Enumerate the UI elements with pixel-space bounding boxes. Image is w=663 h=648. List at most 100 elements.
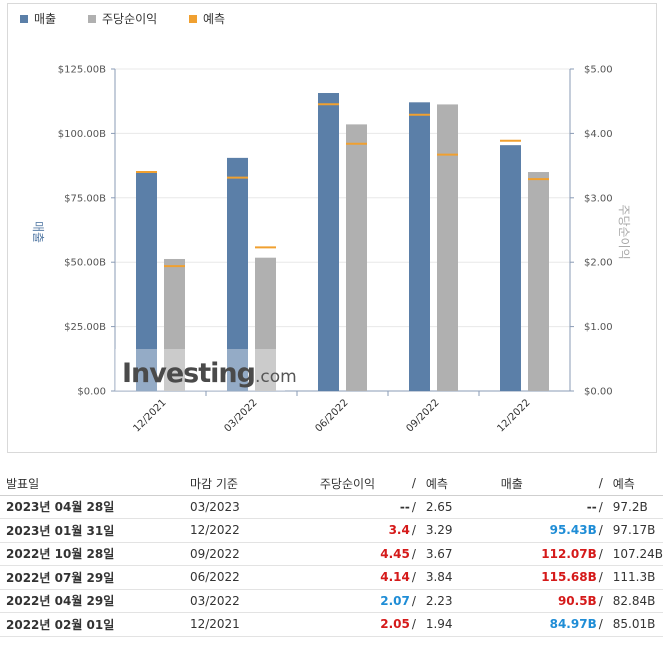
table-row: 2023년 01월 31일 12/2022 3.4/3.29 95.43B/97.17… — [0, 519, 663, 542]
eps-forecast: 3.67 — [425, 546, 453, 561]
revenue-forecast: 85.01B — [612, 617, 656, 632]
x-tick-label-06/2022: 06/2022 — [313, 397, 350, 434]
eps-forecast: 2.23 — [425, 593, 453, 608]
right-tick-label: $5.00 — [584, 65, 613, 76]
eps-actual: 4.14 — [380, 570, 410, 585]
eps-forecast: 3.29 — [425, 523, 453, 538]
x-tick-label-12/2021: 12/2021 — [131, 397, 168, 434]
separator: / — [411, 593, 416, 608]
legend-swatch-1 — [88, 15, 96, 23]
release-date: 2023년 04월 28일 — [6, 500, 115, 515]
watermark-backdrop — [115, 349, 285, 391]
revenue-bar-12/2022 — [500, 145, 521, 391]
eps-actual: 4.45 — [380, 546, 410, 561]
revenue-forecast: 97.17B — [612, 523, 656, 538]
left-tick-label: $0.00 — [77, 387, 106, 398]
header-slash: / — [598, 472, 611, 496]
table-header-row: 발표일 마감 기준 주당순이익 / 예측 매출 / 예측 — [0, 472, 663, 496]
watermark-text: Investing.com — [122, 358, 297, 389]
table-row: 2022년 02월 01일 12/2021 2.05/1.94 84.97B/85.0… — [0, 613, 663, 636]
separator: / — [598, 546, 603, 561]
period-end: 12/2021 — [189, 617, 240, 632]
eps-forecast: 3.84 — [425, 570, 453, 585]
legend-swatch-0 — [20, 15, 28, 23]
x-tick-label-09/2022: 09/2022 — [404, 397, 441, 434]
revenue-forecast: 82.84B — [612, 593, 656, 608]
separator: / — [598, 570, 603, 585]
revenue-actual: 115.68B — [541, 570, 597, 585]
revenue-bar-06/2022 — [318, 93, 339, 391]
eps-bar-12/2021 — [164, 258, 185, 391]
eps-bar-03/2022 — [255, 257, 276, 391]
release-date: 2022년 07월 29일 — [6, 570, 115, 585]
release-date: 2022년 02월 01일 — [6, 617, 115, 632]
earnings-table: 발표일 마감 기준 주당순이익 / 예측 매출 / 예측 2023년 04월 28… — [0, 472, 663, 637]
period-end: 12/2022 — [189, 523, 240, 538]
separator: / — [411, 546, 416, 561]
left-tick-label: $100.00B — [58, 129, 106, 140]
release-date: 2022년 10월 28일 — [6, 547, 115, 562]
period-end: 09/2022 — [189, 546, 240, 561]
right-tick-label: $0.00 — [584, 387, 613, 398]
eps-actual: 2.05 — [380, 617, 410, 632]
chart-canvas: 매출 주당순이익 예측$0.00 $0.00$25.00B $1.00$50.00B $2… — [20, 12, 631, 434]
header-slash: / — [411, 472, 424, 496]
revenue-bar-03/2022 — [227, 157, 248, 391]
x-tick-label-12/2022: 12/2022 — [495, 397, 532, 434]
eps-bar-09/2022 — [437, 104, 458, 392]
eps-actual: -- — [399, 499, 410, 514]
header-eps-forecast[interactable]: 예측 — [423, 472, 501, 496]
eps-bar-06/2022 — [346, 124, 367, 391]
period-end: 06/2022 — [189, 570, 240, 585]
legend-label-2: 예측 — [203, 12, 225, 26]
x-tick-label-03/2022: 03/2022 — [222, 397, 259, 434]
release-date: 2022년 04월 29일 — [6, 594, 115, 609]
revenue-forecast: 97.2B — [612, 499, 648, 514]
header-revenue[interactable]: 매출 — [500, 472, 599, 496]
legend-label-1: 주당순이익 — [102, 12, 157, 26]
revenue-bar-12/2021 — [136, 172, 157, 391]
revenue-actual: 112.07B — [541, 546, 597, 561]
right-tick-label: $1.00 — [584, 322, 613, 333]
period-end: 03/2022 — [189, 593, 240, 608]
investing-watermark: Investing.com — [115, 349, 297, 391]
revenue-bar-09/2022 — [409, 102, 430, 391]
period-end: 03/2023 — [189, 499, 240, 514]
right-tick-label: $2.00 — [584, 258, 613, 269]
header-revenue-forecast[interactable]: 예측 — [610, 472, 663, 496]
eps-forecast: 1.94 — [425, 617, 453, 632]
header-date[interactable]: 발표일 — [0, 472, 184, 496]
separator: / — [411, 617, 416, 632]
eps-bar-12/2022 — [528, 172, 549, 391]
eps-actual: 3.4 — [388, 523, 410, 538]
eps-forecast: 2.65 — [425, 499, 453, 514]
separator: / — [411, 570, 416, 585]
legend-swatch-2 — [189, 15, 197, 23]
release-date: 2023년 01월 31일 — [6, 523, 115, 538]
table-body: 2023년 04월 28일 03/2023 --/2.65 --/97.2B 2023년… — [0, 495, 663, 636]
separator: / — [411, 523, 416, 538]
legend-label-0: 매출 — [34, 12, 56, 26]
revenue-forecast: 111.3B — [612, 570, 656, 585]
right-tick-label: $4.00 — [584, 129, 613, 140]
separator: / — [598, 593, 603, 608]
table-row: 2023년 04월 28일 03/2023 --/2.65 --/97.2B — [0, 495, 663, 519]
revenue-actual: -- — [586, 499, 597, 514]
revenue-actual: 95.43B — [549, 523, 597, 538]
header-period[interactable]: 마감 기준 — [183, 472, 320, 496]
revenue-actual: 90.5B — [557, 593, 597, 608]
header-eps[interactable]: 주당순이익 — [319, 472, 412, 496]
table-row: 2022년 07월 29일 06/2022 4.14/3.84 115.68B/111… — [0, 566, 663, 589]
earnings-chart: 매출 주당순이익 예측 $0.00 $0.00 $25.00B $1.00 $50.00B $2… — [7, 3, 657, 453]
left-tick-label: $25.00B — [64, 322, 106, 333]
left-tick-label: $125.00B — [58, 65, 106, 76]
separator: / — [598, 617, 603, 632]
right-axis-title: 주당순이익 — [617, 204, 631, 259]
eps-actual: 2.07 — [380, 593, 410, 608]
revenue-forecast: 107.24B — [612, 546, 663, 561]
left-tick-label: $75.00B — [64, 193, 106, 204]
separator: / — [411, 499, 416, 514]
revenue-actual: 84.97B — [549, 617, 597, 632]
separator: / — [598, 499, 603, 514]
table-row: 2022년 04월 29일 03/2022 2.07/2.23 90.5B/82.84… — [0, 589, 663, 613]
